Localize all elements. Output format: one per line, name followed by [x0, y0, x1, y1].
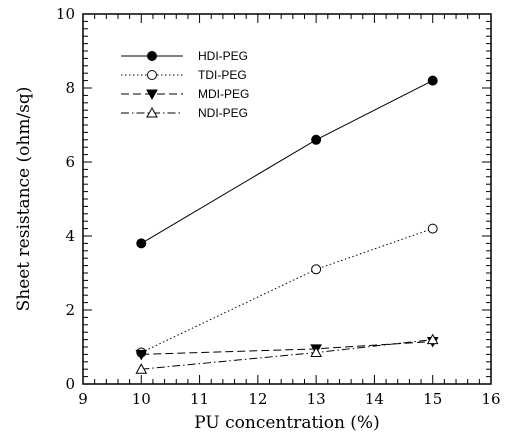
y-tick-label: 4 [65, 227, 75, 245]
y-tick-label: 10 [56, 5, 75, 23]
legend-marker [147, 51, 157, 61]
data-point [310, 346, 322, 358]
legend-marker [146, 89, 158, 101]
series-ndi-peg [135, 333, 439, 374]
x-tick-label: 13 [307, 390, 326, 408]
legend-label: NDI-PEG [198, 106, 248, 120]
legend-entry: TDI-PEG [121, 68, 247, 82]
y-tick-label: 0 [65, 375, 75, 393]
y-axis-title: Sheet resistance (ohm/sq) [14, 87, 34, 312]
x-tick-label: 9 [78, 390, 88, 408]
legend-label: MDI-PEG [198, 87, 249, 101]
y-tick-label: 2 [65, 301, 75, 319]
data-point [426, 333, 439, 345]
legend: HDI-PEG TDI-PEG MDI-PEG NDI-PEG [121, 49, 249, 120]
legend-entry: NDI-PEG [121, 106, 248, 120]
series-line [141, 340, 433, 355]
y-tick-label: 8 [65, 79, 75, 97]
series-line [141, 228, 433, 354]
data-point [135, 363, 148, 374]
data-point [136, 238, 147, 249]
data-point [311, 264, 322, 275]
series-mdi-peg [135, 336, 439, 361]
data-point [427, 223, 438, 234]
plot-frame [82, 13, 492, 385]
x-tick-label: 10 [132, 390, 151, 408]
legend-entry: HDI-PEG [121, 49, 248, 63]
series-hdi-peg [136, 75, 438, 249]
y-tick-labels: 0 2 4 6 8 10 [56, 5, 75, 393]
x-tick-label: 14 [365, 390, 384, 408]
x-tick-label: 15 [423, 390, 442, 408]
x-tick-label: 11 [190, 390, 209, 408]
legend-marker [147, 70, 157, 80]
x-axis-title: PU concentration (%) [194, 413, 379, 433]
data-point [427, 75, 438, 86]
y-tick-label: 6 [65, 153, 75, 171]
legend-label: TDI-PEG [198, 68, 247, 82]
ticks [82, 13, 492, 385]
legend-label: HDI-PEG [198, 49, 248, 63]
legend-entry: MDI-PEG [121, 87, 249, 101]
series-tdi-peg [136, 223, 438, 358]
x-tick-label: 16 [481, 390, 500, 408]
data-point [135, 349, 148, 361]
series-layer [135, 75, 439, 374]
legend-marker [146, 106, 158, 118]
series-line [141, 80, 433, 244]
x-tick-label: 12 [248, 390, 267, 408]
x-tick-labels: 9 10 11 12 13 14 15 16 [78, 390, 500, 408]
data-point [311, 134, 322, 145]
series-line [141, 339, 433, 370]
